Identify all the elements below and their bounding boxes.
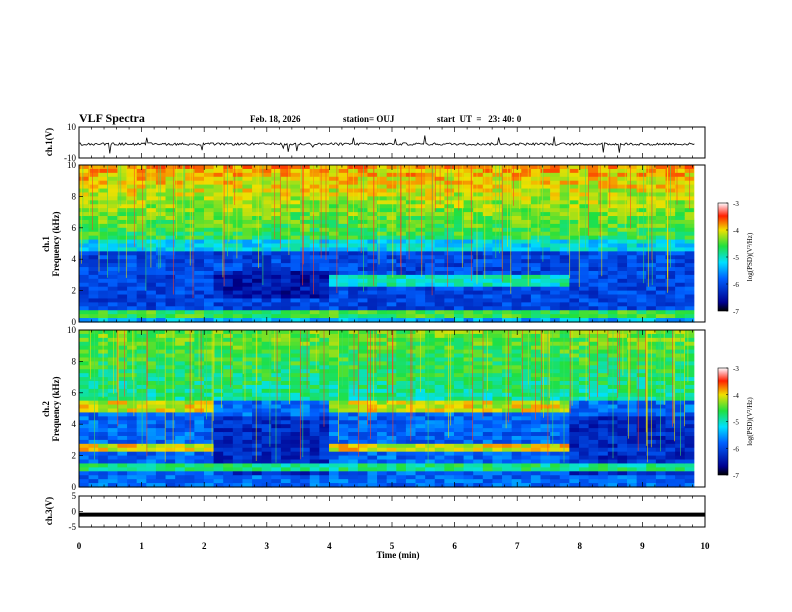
x-tick-label: 9 [640, 541, 645, 551]
ch1-waveform-ylabel: ch.1(V) [44, 128, 54, 156]
y-tick-label: 0 [72, 482, 77, 492]
y-tick-label: 4 [72, 419, 77, 429]
y-tick-label: -5 [69, 522, 77, 532]
ch2-spectrogram-image [79, 330, 705, 488]
ch1-spectrogram-ylabel-line2: Frequency (kHz) [51, 211, 61, 276]
ch1-waveform-trace [78, 135, 695, 154]
colorbar-tick-label: -3 [733, 365, 739, 373]
colorbar-tick-label: -5 [733, 419, 739, 427]
y-tick-label: 2 [72, 451, 77, 461]
x-tick-label: 6 [452, 541, 457, 551]
colorbar-tick-label: -7 [733, 472, 739, 480]
y-tick-label: 8 [72, 191, 77, 201]
y-tick-label: 6 [72, 223, 77, 233]
y-tick-label: 10 [67, 160, 77, 170]
colorbar-tick-label: -4 [733, 227, 739, 235]
x-tick-label: 10 [701, 541, 711, 551]
x-tick-label: 4 [327, 541, 332, 551]
y-tick-label: -10 [64, 153, 76, 163]
x-tick-label: 5 [390, 541, 395, 551]
y-tick-label: 10 [67, 122, 77, 132]
y-tick-label: 2 [72, 286, 77, 296]
ch3-waveform-ylabel: ch.3(V) [44, 497, 54, 525]
x-tick-label: 3 [265, 541, 270, 551]
colorbar-tick-label: -6 [733, 281, 739, 289]
ch1-spectrogram-ylabel-line1: ch.1 [41, 236, 51, 252]
ch2-colorbar-label: log(PSD)(V²/Hz) [746, 397, 754, 446]
y-tick-label: 4 [72, 254, 77, 264]
y-tick-label: 5 [72, 491, 77, 501]
x-tick-label: 7 [515, 541, 520, 551]
colorbar-tick-label: -3 [733, 200, 739, 208]
chart-title: VLF Spectra [79, 111, 145, 125]
start-time-label: start UT = 23: 40: 0 [437, 114, 522, 124]
x-tick-label: 1 [139, 541, 144, 551]
ch2-spectrogram-ylabel-line2: Frequency (kHz) [51, 376, 61, 441]
y-tick-label: 8 [72, 356, 77, 366]
y-tick-label: 10 [67, 325, 77, 335]
y-tick-label: 0 [72, 507, 77, 517]
station-label: station= OUJ [343, 114, 395, 124]
x-tick-label: 0 [77, 541, 82, 551]
x-tick-label: 8 [578, 541, 583, 551]
colorbar-tick-label: -4 [733, 392, 739, 400]
colorbar-tick-label: -6 [733, 445, 739, 453]
y-tick-label: 6 [72, 388, 77, 398]
date-label: Feb. 18, 2026 [250, 114, 301, 124]
colorbar-tick-label: -7 [733, 308, 739, 316]
x-axis-title: Time (min) [376, 550, 419, 560]
x-tick-label: 2 [202, 541, 207, 551]
ch1-spectrogram-image [79, 165, 705, 323]
y-tick-label: 0 [72, 317, 77, 327]
colorbar-tick-label: -5 [733, 254, 739, 262]
ch1-colorbar-label: log(PSD)(V²/Hz) [746, 232, 754, 281]
ch2-spectrogram-ylabel-line1: ch.2 [41, 401, 51, 417]
